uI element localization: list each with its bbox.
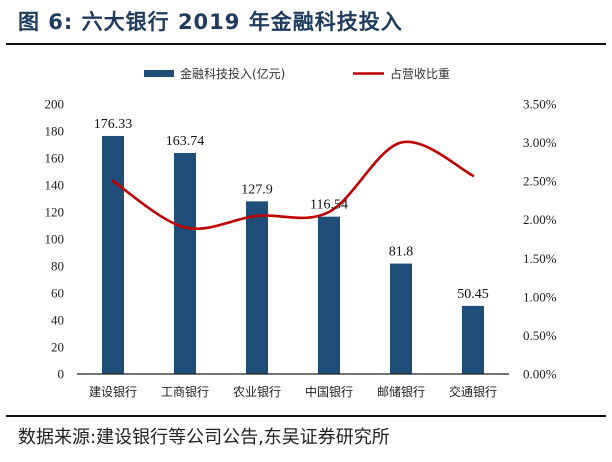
right-tick-label: 3.00% — [523, 135, 557, 150]
bar-value-label: 81.8 — [389, 245, 414, 260]
left-tick-label: 140 — [45, 178, 65, 193]
bar-series — [102, 135, 484, 374]
left-tick-label: 0 — [58, 367, 65, 382]
right-tick-label: 0.50% — [523, 328, 557, 343]
right-tick-label: 3.50% — [523, 97, 557, 112]
left-tick-label: 20 — [51, 340, 64, 355]
bar — [462, 305, 484, 374]
left-tick-label: 160 — [45, 151, 65, 166]
right-tick-label: 0.00% — [523, 367, 557, 382]
category-label: 建设银行 — [89, 385, 137, 399]
bar — [174, 152, 196, 374]
bar — [390, 263, 412, 374]
left-tick-label: 180 — [45, 124, 65, 139]
category-label: 农业银行 — [233, 385, 281, 399]
data-labels: 176.33 163.74 127.9 116.54 81.8 50.45 — [94, 117, 489, 302]
category-label: 中国银行 — [305, 384, 353, 399]
bar-value-label: 127.9 — [241, 182, 273, 197]
left-axis: 0 20 40 60 80 100 120 140 160 180 200 — [45, 97, 65, 382]
bar — [318, 216, 340, 374]
legend: 金融科技投入(亿元) 占营收比重 — [144, 66, 450, 81]
right-tick-label: 2.00% — [523, 212, 557, 227]
line-series — [111, 140, 475, 230]
bar — [102, 135, 124, 374]
source-note: 数据来源:建设银行等公司公告,东吴证券研究所 — [18, 427, 390, 448]
category-label: 交通银行 — [449, 384, 497, 399]
bar-value-label: 50.45 — [457, 287, 489, 302]
right-tick-label: 1.50% — [523, 251, 557, 266]
left-tick-label: 120 — [45, 205, 65, 220]
bar-value-label: 176.33 — [94, 117, 133, 132]
legend-swatch-bar — [144, 70, 174, 77]
category-label: 工商银行 — [161, 384, 209, 399]
bar-value-label: 163.74 — [166, 134, 205, 149]
legend-label-line: 占营收比重 — [390, 66, 450, 81]
category-label: 邮储银行 — [377, 384, 425, 399]
left-tick-label: 200 — [45, 97, 65, 112]
left-tick-label: 100 — [45, 232, 65, 247]
line-path — [111, 140, 475, 230]
source-rule — [6, 415, 606, 417]
bar-value-label: 116.54 — [310, 198, 348, 213]
left-tick-label: 60 — [51, 286, 64, 301]
left-tick-label: 80 — [51, 259, 64, 274]
title-rule — [6, 43, 606, 45]
right-tick-label: 1.00% — [523, 289, 557, 304]
legend-label-bar: 金融科技投入(亿元) — [180, 66, 285, 81]
left-tick-label: 40 — [51, 313, 64, 328]
right-tick-label: 2.50% — [523, 174, 557, 189]
figure-title: 图 6: 六大银行 2019 年金融科技投入 — [18, 10, 403, 34]
category-labels: 建设银行 工商银行 农业银行 中国银行 邮储银行 交通银行 — [89, 384, 497, 399]
bar — [246, 201, 268, 374]
right-axis: 0.00% 0.50% 1.00% 1.50% 2.00% 2.50% 3.00% 3.50% — [523, 97, 557, 382]
